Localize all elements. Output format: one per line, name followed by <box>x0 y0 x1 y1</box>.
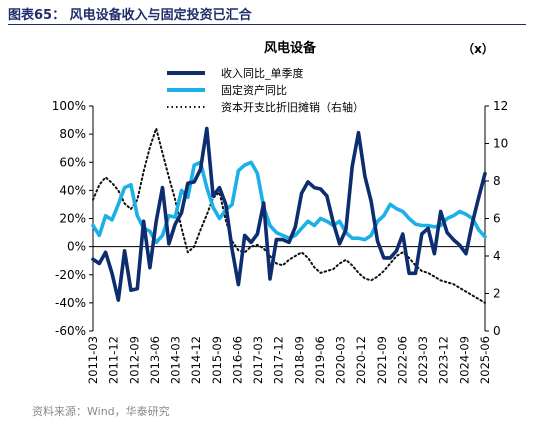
right-axis-tick-label: 2 <box>493 287 501 301</box>
x-axis-tick-label: 2016-06 <box>230 336 244 384</box>
x-axis-tick-label: 2019-06 <box>313 336 327 384</box>
right-axis-tick-label: 12 <box>493 99 508 113</box>
x-axis-tick-label: 2020-03 <box>334 336 348 384</box>
chart: 风电设备 （x） 收入同比_单季度 固定资产同比 资本开支比折旧摊销（右轴） -… <box>52 40 509 384</box>
x-axis-tick-label: 2025-06 <box>478 336 492 384</box>
legend-label-fixed-investment: 固定资产同比 <box>221 83 287 97</box>
right-axis-tick-label: 10 <box>493 137 508 151</box>
legend: 收入同比_单季度 固定资产同比 资本开支比折旧摊销（右轴） <box>167 66 364 114</box>
x-axis-tick-label: 2023-12 <box>437 336 451 384</box>
legend-label-revenue: 收入同比_单季度 <box>221 66 304 80</box>
legend-label-capex-ratio: 资本开支比折旧摊销（右轴） <box>221 100 364 114</box>
x-axis-tick-label: 2022-06 <box>395 336 409 384</box>
right-axis-tick-label: 4 <box>493 249 501 263</box>
right-axis-tick-label: 8 <box>493 174 501 188</box>
x-axis-tick-label: 2011-12 <box>107 336 121 384</box>
chart-title: 风电设备 <box>264 40 317 56</box>
x-axis-tick-label: 2017-12 <box>272 336 286 384</box>
x-axis-tick-label: 2014-03 <box>169 336 183 384</box>
title-divider <box>8 24 526 25</box>
x-axis-tick-label: 2020-12 <box>354 336 368 384</box>
x-axis-tick-label: 2024-09 <box>457 336 471 384</box>
left-axis-tick-label: 60% <box>59 155 86 169</box>
x-axis-tick-label: 2013-06 <box>148 336 162 384</box>
right-axis-tick-label: 6 <box>493 212 501 226</box>
right-axis-tick-label: 0 <box>493 324 501 338</box>
x-axis-tick-label: 2018-09 <box>292 336 306 384</box>
x-axis-tick-label: 2012-09 <box>127 336 141 384</box>
left-axis-tick-label: 0% <box>67 240 86 254</box>
left-axis-tick-label: 20% <box>59 212 86 226</box>
plot-area <box>91 126 487 304</box>
left-axis-tick-label: -60% <box>55 324 86 338</box>
left-axis-tick-label: -20% <box>55 268 86 282</box>
x-axis-tick-label: 2011-03 <box>86 336 100 384</box>
left-axis-tick-label: 100% <box>52 99 86 113</box>
left-axis-tick-label: -40% <box>55 296 86 310</box>
axes: -60% -40% -20% 0% 20% 40% 60% 80% 100% 0 2 4 6 8 10 12 2… <box>52 99 509 384</box>
series-line-capex-ratio <box>92 127 486 304</box>
x-axis-tick-label: 2017-03 <box>251 336 265 384</box>
x-axis-tick-label: 2023-03 <box>416 336 430 384</box>
x-axis-tick-label: 2014-12 <box>189 336 203 384</box>
right-axis-unit: （x） <box>462 41 494 56</box>
x-axis-tick-label: 2021-09 <box>375 336 389 384</box>
series-line-revenue <box>91 126 487 302</box>
x-axis-tick-label: 2015-09 <box>210 336 224 384</box>
figure-title: 图表65： 风电设备收入与固定投资已汇合 <box>8 8 252 23</box>
left-axis-tick-label: 80% <box>59 127 86 141</box>
left-axis-tick-label: 40% <box>59 183 86 197</box>
source-note: 资料来源：Wind，华泰研究 <box>32 405 170 418</box>
